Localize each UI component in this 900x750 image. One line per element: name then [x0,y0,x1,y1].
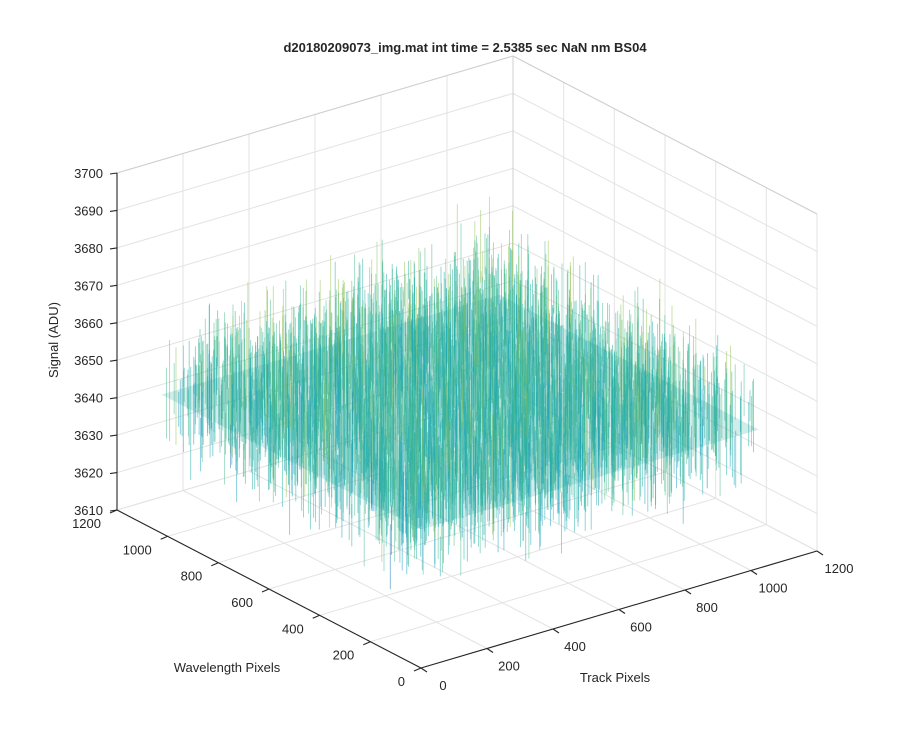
grid-line [116,167,514,286]
x-tick-mark [750,570,758,575]
y-tick-label: 0 [398,674,405,689]
z-axis-label: Signal (ADU) [46,302,61,378]
axes-lines [109,172,824,673]
y-tick-label: 600 [231,595,253,610]
grid-line [116,130,514,249]
x-tick-label: 600 [630,620,652,635]
x-tick-label: 200 [498,659,520,674]
surface-body [161,294,759,530]
y-tick-label: 1200 [72,516,101,531]
x-tick-mark [816,550,824,556]
grid-line [370,524,767,643]
z-tick-label: 3700 [74,166,103,181]
grid-line [116,242,514,361]
chart-title: d20180209073_img.mat int time = 2.5385 s… [283,40,647,55]
x-tick-mark [684,589,692,595]
y-tick-mark [261,588,270,593]
x-tick-mark [486,648,494,653]
y-tick-label: 400 [282,621,304,636]
y-tick-mark [312,614,320,619]
z-tick-mark [109,509,118,512]
grid-line [319,497,716,616]
z-tick-label: 3650 [74,353,103,368]
grid-line [512,130,818,290]
z-tick-label: 3680 [74,241,103,256]
z-tick-label: 3620 [74,466,103,481]
box-edge [512,55,818,215]
x-tick-mark [618,609,626,614]
z-tick-mark [109,284,118,287]
z-tick-label: 3670 [74,278,103,293]
y-tick-mark [413,667,422,672]
z-tick-label: 3630 [74,428,103,443]
z-tick-mark [109,434,118,437]
z-tick-mark [109,397,118,400]
y-tick-label: 200 [333,648,355,663]
y-tick-label: 800 [181,569,203,584]
z-tick-mark [109,172,118,175]
y-tick-mark [160,535,168,540]
x-axis-label: Track Pixels [580,670,651,685]
x-tick-label: 1200 [825,561,854,576]
z-tick-mark [109,322,118,325]
z-tick-mark [109,472,118,475]
z-tick-mark [109,359,118,362]
x-tick-label: 800 [696,600,718,615]
z-tick-label: 3690 [74,203,103,218]
x-tick-label: 0 [439,678,446,693]
z-tick-mark [109,247,118,250]
y-axis-label: Wavelength Pixels [174,660,281,675]
tick-labels: 0 200 400 600 800 1000 1200 0 200 400 600 800 1000 12… [72,166,853,693]
x-tick-mark [420,667,428,673]
box-edge [116,55,514,174]
z-tick-label: 3660 [74,316,103,331]
x-tick-mark [552,628,560,634]
z-tick-label: 3640 [74,391,103,406]
surface-data [161,196,759,590]
z-tick-label: 3610 [74,503,103,518]
x-tick-label: 400 [564,639,586,654]
z-tick-mark [109,209,118,212]
y-tick-mark [211,562,219,567]
x-tick-label: 1000 [759,581,788,596]
grid-line [116,205,514,324]
y-tick-mark [363,641,371,646]
y-tick-label: 1000 [123,542,152,557]
grid-line [512,167,818,327]
grid-line [116,92,514,211]
grid-line [512,92,818,252]
grid-line [512,205,818,365]
